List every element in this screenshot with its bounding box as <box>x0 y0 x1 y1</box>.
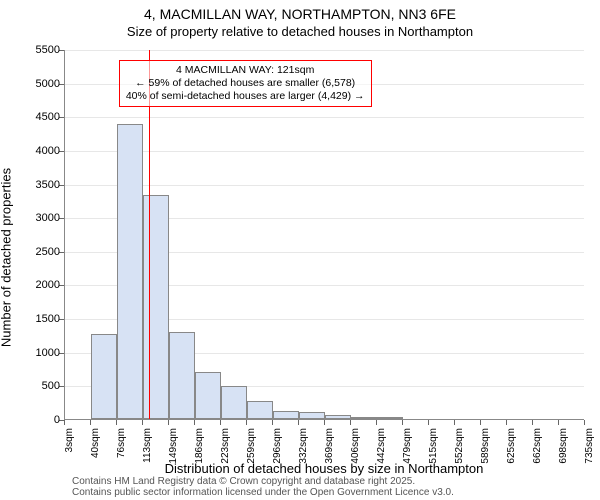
chart-title-sub: Size of property relative to detached ho… <box>0 24 600 39</box>
marker-callout: 4 MACMILLAN WAY: 121sqm← 59% of detached… <box>119 60 372 107</box>
property-size-chart: 4, MACMILLAN WAY, NORTHAMPTON, NN3 6FE S… <box>0 0 600 500</box>
histogram-bar <box>195 372 221 419</box>
x-axis-label: Distribution of detached houses by size … <box>64 461 584 476</box>
histogram-bar <box>169 332 195 419</box>
x-tick-label: 735sqm <box>584 428 595 468</box>
credit-text: Contains HM Land Registry data © Crown c… <box>72 476 454 498</box>
histogram-bar <box>273 411 299 419</box>
y-axis-label: Number of detached properties <box>0 168 14 347</box>
callout-line-1: 4 MACMILLAN WAY: 121sqm <box>176 64 314 76</box>
callout-line-3: 40% of semi-detached houses are larger (… <box>126 90 365 102</box>
chart-title-main: 4, MACMILLAN WAY, NORTHAMPTON, NN3 6FE <box>0 6 600 22</box>
histogram-bar <box>351 417 377 419</box>
y-tick-label: 4500 <box>24 111 60 123</box>
histogram-bar <box>117 124 143 419</box>
histogram-bar <box>143 195 169 419</box>
histogram-bar <box>247 401 273 419</box>
y-tick-label: 3500 <box>24 179 60 191</box>
histogram-bar <box>377 417 403 419</box>
y-tick-label: 4000 <box>24 145 60 157</box>
y-tick-label: 0 <box>24 414 60 426</box>
credit-line-2: Contains public sector information licen… <box>72 487 454 498</box>
y-tick-label: 5000 <box>24 78 60 90</box>
y-tick-label: 500 <box>24 380 60 392</box>
plot-area: 4 MACMILLAN WAY: 121sqm← 59% of detached… <box>64 50 584 420</box>
y-tick-label: 1000 <box>24 347 60 359</box>
y-tick-label: 1500 <box>24 313 60 325</box>
histogram-bar <box>325 415 351 419</box>
y-tick-label: 2500 <box>24 246 60 258</box>
histogram-bar <box>299 412 325 419</box>
y-tick-label: 5500 <box>24 44 60 56</box>
histogram-bar <box>221 386 247 419</box>
callout-line-2: ← 59% of detached houses are smaller (6,… <box>135 77 355 89</box>
credit-line-1: Contains HM Land Registry data © Crown c… <box>72 476 415 487</box>
histogram-bar <box>91 334 117 419</box>
y-tick-label: 3000 <box>24 212 60 224</box>
y-tick-label: 2000 <box>24 279 60 291</box>
